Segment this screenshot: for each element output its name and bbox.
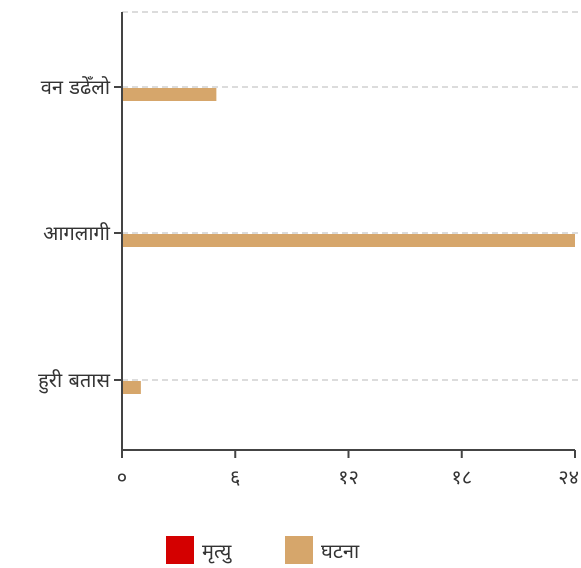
legend: मृत्यु घटना bbox=[0, 530, 581, 566]
x-tick-label: २४ bbox=[558, 465, 579, 489]
y-category-label: वन डढेँलो bbox=[41, 75, 111, 99]
x-tick-label: ० bbox=[117, 465, 127, 489]
x-tick-label: १८ bbox=[451, 465, 472, 489]
x-tick-label: १२ bbox=[338, 465, 359, 489]
legend-label-incidents: घटना bbox=[321, 538, 360, 563]
bar[interactable] bbox=[122, 88, 217, 101]
y-axis-labels: वन डढेँलो आगलागी हुरी बतास bbox=[38, 75, 122, 394]
bar[interactable] bbox=[122, 381, 141, 394]
legend-swatch-deaths bbox=[166, 536, 194, 564]
legend-swatch-incidents bbox=[285, 536, 313, 564]
bars bbox=[122, 88, 575, 394]
x-tick-label: ६ bbox=[230, 465, 240, 489]
legend-label-deaths: मृत्यु bbox=[202, 538, 232, 563]
y-category-label: हुरी बतास bbox=[38, 368, 110, 394]
legend-item-incidents[interactable]: घटना bbox=[285, 536, 359, 564]
y-category-label: आगलागी bbox=[43, 221, 111, 245]
bar[interactable] bbox=[122, 234, 575, 247]
x-axis-ticks: ० ६ १२ १८ २४ bbox=[117, 450, 579, 489]
grid-lines bbox=[122, 11, 581, 381]
legend-item-deaths[interactable]: मृत्यु bbox=[166, 536, 231, 564]
axes bbox=[121, 12, 575, 451]
